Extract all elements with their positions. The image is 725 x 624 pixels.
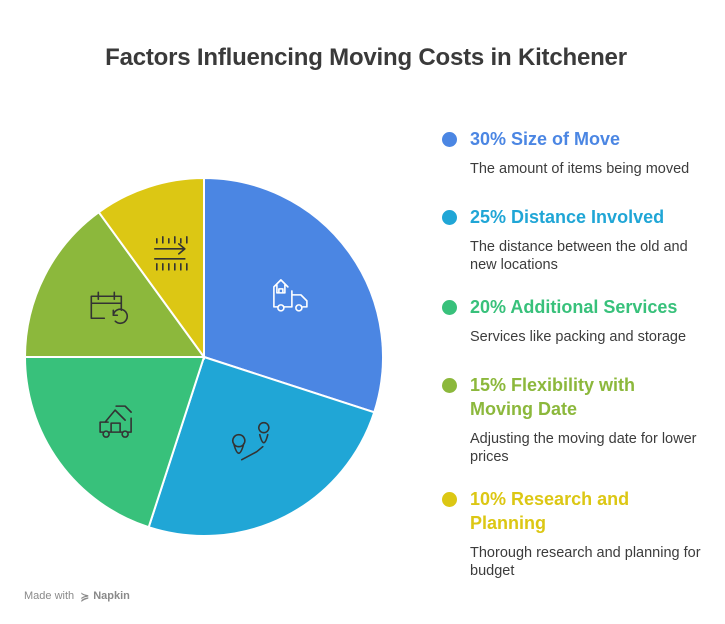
napkin-logo-icon: ≽ xyxy=(80,591,90,603)
pie-chart xyxy=(23,176,384,537)
pie-slice-distance-involved xyxy=(147,355,376,537)
legend-heading: 15% Flexibility with Moving Date xyxy=(470,375,636,419)
legend-description: Adjusting the moving date for lower pric… xyxy=(470,431,697,465)
footer-brand-label: Napkin xyxy=(93,590,130,602)
arrow-lines-icon xyxy=(154,236,188,271)
legend-description: The distance between the old and new loc… xyxy=(470,239,688,273)
legend-item-size-of-move: 30% Size of Move The amount of items bei… xyxy=(440,127,710,178)
legend-item-flexibility: 15% Flexibility with Moving Date Adjusti… xyxy=(440,373,710,466)
legend-dot xyxy=(442,378,457,393)
pie-slice-additional-services xyxy=(23,356,206,529)
legend-description: Services like packing and storage xyxy=(470,329,687,345)
footer: Made with ≽ Napkin xyxy=(24,590,130,603)
route-pins-icon xyxy=(232,421,270,461)
legend-item-distance: 25% Distance Involved The distance betwe… xyxy=(440,205,710,274)
legend-heading: 25% Distance Involved xyxy=(470,207,665,227)
legend-dot xyxy=(442,210,457,225)
moving-truck-icon xyxy=(273,279,308,312)
legend-description: The amount of items being moved xyxy=(470,161,690,177)
footer-brand: ≽ Napkin xyxy=(80,590,130,603)
chart-title: Factors Influencing Moving Costs in Kitc… xyxy=(105,44,627,71)
legend-item-research: 10% Research and Planning Thorough resea… xyxy=(440,487,710,580)
legend-description: Thorough research and planning for budge… xyxy=(470,545,701,579)
legend-dot xyxy=(442,492,457,507)
legend-dot xyxy=(442,132,457,147)
calendar-refresh-icon xyxy=(90,291,128,324)
legend-heading: 10% Research and Planning xyxy=(470,489,630,533)
legend-dot xyxy=(442,300,457,315)
pie-slice-flexibility-with-moving-date xyxy=(23,210,206,358)
house-truck-icon xyxy=(99,405,132,438)
pie-slice-research-and-planning xyxy=(97,176,205,361)
legend-heading: 30% Size of Move xyxy=(470,129,621,149)
legend-item-additional-services: 20% Additional Services Services like pa… xyxy=(440,295,710,346)
footer-made-with: Made with xyxy=(24,590,75,602)
legend-heading: 20% Additional Services xyxy=(470,297,678,317)
